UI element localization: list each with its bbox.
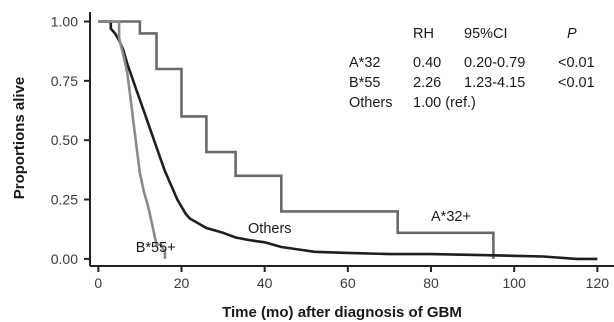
table-row-b55-ci: 1.23-4.15 bbox=[464, 75, 525, 91]
x-tick-label: 100 bbox=[503, 275, 527, 291]
series-line-others bbox=[98, 20, 598, 261]
x-tick-label: 120 bbox=[586, 275, 610, 291]
table-row-a32-p: <0.01 bbox=[558, 55, 595, 71]
y-tick-label: 0.25 bbox=[51, 192, 78, 208]
y-tick-label: 1.00 bbox=[51, 13, 78, 29]
y-tick-label: 0.00 bbox=[51, 251, 78, 267]
table-header-rh: RH bbox=[413, 26, 434, 42]
y-tick-label: 0.75 bbox=[51, 73, 78, 89]
series-annotation: Others bbox=[248, 221, 292, 237]
table-row-a32-ci: 0.20-0.79 bbox=[464, 55, 525, 71]
table-header-p: P bbox=[567, 26, 577, 42]
series-line-b-55 bbox=[98, 20, 167, 259]
table-row-a32-rh: 0.40 bbox=[413, 55, 441, 71]
series-line-a-32 bbox=[98, 20, 495, 259]
table-row-others-label: Others bbox=[349, 95, 393, 111]
table-header-ci: 95%CI bbox=[464, 26, 508, 42]
hazard-ratio-table: RH 95%CI P A*32 0.40 0.20-0.79 <0.01 B*5… bbox=[349, 26, 595, 111]
table-row-others-rh: 1.00 (ref.) bbox=[413, 95, 476, 111]
table-row-b55-p: <0.01 bbox=[558, 75, 595, 91]
x-tick-label: 0 bbox=[94, 275, 102, 291]
x-tick-label: 20 bbox=[174, 275, 190, 291]
table-row-b55-label: B*55 bbox=[349, 75, 380, 91]
series-annotation: A*32+ bbox=[431, 209, 471, 225]
x-axis-title: Time (mo) after diagnosis of GBM bbox=[222, 304, 462, 321]
table-row-a32-label: A*32 bbox=[349, 55, 380, 71]
series-annotation: B*55+ bbox=[136, 240, 176, 256]
y-tick-label: 0.50 bbox=[51, 132, 78, 148]
y-axis-title: Proportions alive bbox=[11, 77, 28, 200]
x-tick-label: 40 bbox=[257, 275, 273, 291]
x-tick-label: 80 bbox=[423, 275, 439, 291]
x-tick-label: 60 bbox=[340, 275, 356, 291]
table-row-b55-rh: 2.26 bbox=[413, 75, 441, 91]
